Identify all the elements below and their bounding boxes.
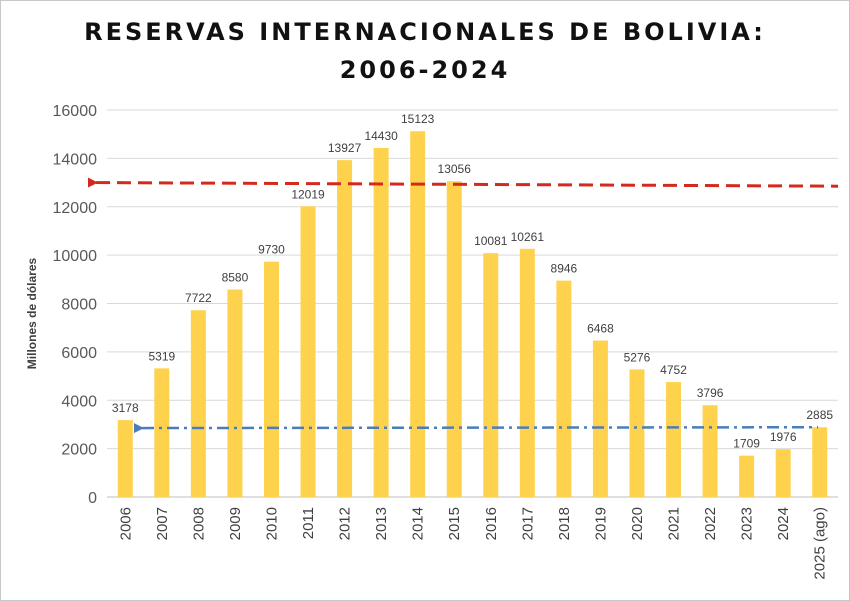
x-tick-label: 2006 (117, 507, 134, 540)
y-tick-label: 10000 (53, 248, 98, 265)
data-label: 2885 (806, 408, 833, 422)
y-tick-label: 12000 (53, 200, 98, 217)
x-tick-label: 2011 (300, 507, 317, 539)
x-tick-label: 2007 (154, 507, 171, 540)
y-tick-label: 6000 (61, 345, 97, 362)
bar (190, 310, 206, 497)
y-tick-label: 0 (88, 490, 97, 507)
data-label: 14430 (364, 129, 398, 143)
x-tick-label: 2010 (263, 507, 280, 540)
red-reference-arrow (87, 177, 839, 188)
x-tick-label: 2020 (629, 507, 646, 540)
x-tick-label: 2021 (666, 507, 683, 540)
x-tick-label: 2023 (739, 507, 756, 540)
bars (117, 131, 828, 498)
data-label: 5276 (624, 350, 651, 364)
y-tick-label: 14000 (53, 151, 98, 168)
x-tick-label: 2017 (519, 507, 536, 540)
bar (556, 280, 572, 497)
x-tick-label: 2015 (446, 507, 463, 540)
bar (117, 420, 133, 497)
data-label: 13927 (328, 141, 362, 155)
data-label: 3796 (697, 386, 724, 400)
x-tick-label: 2012 (337, 507, 354, 540)
bar (154, 368, 170, 497)
data-label: 15123 (401, 112, 435, 126)
reference-lines (87, 177, 839, 434)
x-tick-label: 2008 (190, 507, 207, 540)
bar (702, 405, 718, 497)
data-label: 10081 (474, 234, 508, 248)
bar (739, 455, 755, 497)
bar (300, 206, 316, 497)
bar (519, 248, 535, 497)
y-axis-ticks: 0 2000 4000 6000 8000 10000 12000 14000 16000 (53, 103, 98, 507)
bar (337, 160, 353, 497)
bar (812, 427, 828, 497)
x-tick-label: 2016 (483, 507, 500, 540)
data-label: 9730 (258, 243, 285, 257)
data-labels: 3178 5319 7722 8580 9730 12019 139271443015123… (112, 112, 833, 450)
chart-title-line1: RESERVAS INTERNACIONALES DE BOLIVIA: (84, 18, 766, 46)
chart-title-line2: 2006-2024 (339, 56, 511, 84)
bar (446, 181, 462, 497)
y-axis-label: Millones de dólares (25, 257, 39, 369)
y-tick-label: 8000 (61, 297, 97, 314)
x-tick-label: 2019 (592, 507, 609, 540)
bar (666, 382, 682, 497)
bar (227, 289, 243, 497)
x-tick-label: 2014 (410, 507, 427, 540)
bar (629, 369, 645, 497)
bar (410, 131, 426, 497)
x-tick-label: 2022 (702, 507, 719, 540)
x-tick-label: 2024 (775, 507, 792, 540)
x-tick-label: 2025 (ago) (812, 507, 829, 580)
y-tick-label: 4000 (61, 393, 97, 410)
data-label: 13056 (438, 162, 472, 176)
bar (483, 253, 499, 497)
bar (775, 449, 791, 497)
data-label: 3178 (112, 401, 139, 415)
gridlines (107, 109, 838, 498)
x-tick-label: 2009 (227, 507, 244, 540)
data-label: 8946 (551, 262, 578, 276)
data-label: 1976 (770, 430, 797, 444)
y-tick-label: 16000 (53, 103, 98, 120)
y-tick-label: 2000 (61, 442, 97, 459)
x-axis-ticks: 2006 2007 2008 2009 2010 2011 2012 2013 2014 2015… (117, 507, 828, 580)
data-label: 8580 (222, 270, 249, 284)
data-label: 12019 (291, 187, 325, 201)
data-label: 1709 (733, 437, 760, 451)
bar (373, 147, 389, 498)
x-tick-label: 2018 (556, 507, 573, 540)
data-label: 6468 (587, 322, 614, 336)
bar (263, 261, 279, 497)
data-label: 7722 (185, 291, 212, 305)
x-tick-label: 2013 (373, 507, 390, 540)
data-label: 4752 (660, 363, 687, 377)
bar (592, 340, 608, 497)
data-label: 5319 (148, 349, 175, 363)
data-label: 10261 (511, 230, 545, 244)
